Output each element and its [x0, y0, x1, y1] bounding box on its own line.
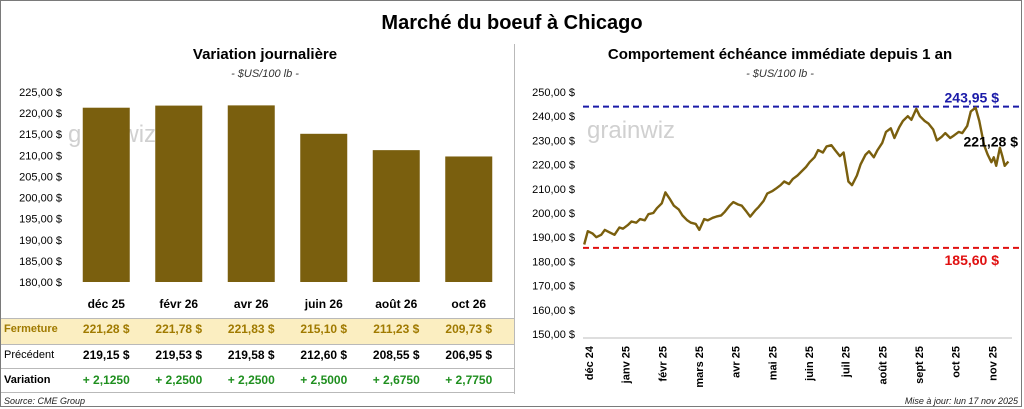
- table-divider: [1, 344, 514, 345]
- y-tick-label: 240,00 $: [532, 111, 575, 123]
- precedent-cell: 219,15 $: [82, 348, 130, 362]
- variation-cell: + 2,7750: [445, 373, 493, 387]
- fermeture-cell: 221,78 $: [155, 322, 203, 336]
- last-price-label: 221,28 $: [964, 133, 1019, 149]
- table-divider: [1, 392, 514, 393]
- fermeture-cell: 209,73 $: [445, 322, 493, 336]
- fermeture-cell: 221,28 $: [82, 322, 130, 336]
- y-tick-label: 210,00 $: [19, 150, 62, 162]
- x-tick-label: mars 25: [694, 346, 706, 388]
- y-tick-label: 180,00 $: [532, 256, 575, 268]
- panel-divider: [514, 44, 515, 394]
- x-tick-label: févr 26: [159, 297, 198, 311]
- y-tick-label: 195,00 $: [19, 214, 62, 226]
- x-tick-label: avr 26: [234, 297, 269, 311]
- bar: [445, 156, 493, 282]
- x-tick-label: oct 25: [951, 346, 963, 378]
- variation-cell: + 2,1250: [82, 373, 130, 387]
- grainwiz-watermark: grainwiz: [587, 117, 675, 144]
- precedent-cell: 212,60 $: [300, 348, 348, 362]
- y-tick-label: 210,00 $: [532, 184, 575, 196]
- y-tick-label: 200,00 $: [19, 193, 62, 205]
- variation-cell: + 2,5000: [300, 373, 348, 387]
- y-tick-label: 160,00 $: [532, 305, 575, 317]
- fermeture-cell: 211,23 $: [373, 322, 420, 336]
- y-tick-label: 220,00 $: [532, 160, 575, 172]
- left-chart-subtitle: - $US/100 lb -: [231, 68, 299, 80]
- variation-cell: + 2,2500: [227, 373, 275, 387]
- bar: [372, 150, 420, 282]
- y-tick-label: 185,00 $: [19, 256, 62, 268]
- page-title: Marché du boeuf à Chicago: [381, 12, 643, 34]
- y-tick-label: 220,00 $: [19, 108, 62, 120]
- line-annotations: 243,95 $ 185,60 $ 221,28 $: [945, 90, 1019, 268]
- line-chart: grainwiz 150,00 $ 160,00 $ 170,00 $ 180,00 …: [532, 87, 1020, 388]
- right-chart-title: Comportement échéance immédiate depuis 1…: [607, 46, 953, 63]
- table-divider: [1, 368, 514, 369]
- line-y-axis: 150,00 $ 160,00 $ 170,00 $ 180,00 $ 190,00 $…: [532, 87, 575, 341]
- y-tick-label: 215,00 $: [19, 129, 62, 141]
- x-tick-label: déc 24: [584, 345, 596, 380]
- x-tick-label: déc 25: [88, 297, 126, 311]
- y-tick-label: 180,00 $: [19, 277, 62, 289]
- y-tick-label: 225,00 $: [19, 87, 62, 99]
- high-label: 243,95 $: [945, 90, 1000, 106]
- x-tick-label: juin 26: [304, 297, 343, 311]
- y-tick-label: 190,00 $: [532, 232, 575, 244]
- right-chart-subtitle: - $US/100 lb -: [746, 68, 814, 80]
- y-tick-label: 230,00 $: [532, 135, 575, 147]
- variation-label: Variation: [4, 374, 51, 386]
- bar: [300, 133, 348, 282]
- x-tick-label: août 26: [375, 297, 417, 311]
- x-tick-label: oct 26: [451, 297, 486, 311]
- x-tick-label: juil 25: [841, 346, 853, 378]
- low-label: 185,60 $: [945, 252, 1000, 268]
- fermeture-label: Fermeture: [4, 323, 58, 335]
- y-tick-label: 190,00 $: [19, 235, 62, 247]
- bar: [227, 105, 275, 282]
- x-tick-label: avr 25: [731, 346, 743, 378]
- table-divider: [1, 318, 514, 319]
- y-tick-label: 170,00 $: [532, 281, 575, 293]
- x-tick-label: janv 25: [621, 346, 633, 384]
- y-tick-label: 150,00 $: [532, 329, 575, 341]
- variation-cell: + 2,6750: [372, 373, 420, 387]
- precedent-cell: 206,95 $: [445, 348, 493, 362]
- bar-y-axis: 180,00 $ 185,00 $ 190,00 $ 195,00 $ 200,00 $…: [19, 87, 62, 289]
- precedent-label: Précédent: [4, 349, 55, 361]
- bar-chart: grainwiz 180,00 $185,00 $190,00 $195,00 …: [19, 87, 493, 311]
- y-tick-label: 250,00 $: [532, 87, 575, 99]
- reference-lines: [583, 105, 1020, 249]
- bar-series: [82, 105, 493, 283]
- x-tick-label: sept 25: [914, 346, 926, 384]
- bar: [155, 105, 203, 283]
- x-tick-label: févr 25: [657, 346, 669, 381]
- price-line: [583, 106, 1010, 245]
- precedent-cell: 208,55 $: [372, 348, 420, 362]
- y-tick-label: 205,00 $: [19, 171, 62, 183]
- update-text: Mise à jour: lun 17 nov 2025: [904, 396, 1018, 406]
- line-series: [583, 106, 1010, 245]
- line-x-axis: déc 24 janv 25 févr 25 mars 25 avr 25 mai 25 j…: [583, 337, 1012, 388]
- y-tick-label: 200,00 $: [532, 208, 575, 220]
- source-text: Source: CME Group: [4, 396, 86, 406]
- x-tick-label: août 25: [877, 346, 889, 385]
- bar: [82, 107, 130, 282]
- x-tick-label: mai 25: [767, 346, 779, 380]
- fermeture-row: [1, 318, 514, 344]
- fermeture-cell: 221,83 $: [227, 322, 275, 336]
- variation-cell: + 2,2500: [155, 373, 203, 387]
- fermeture-cell: 215,10 $: [300, 322, 348, 336]
- x-tick-label: nov 25: [987, 346, 999, 381]
- left-chart-title: Variation journalière: [192, 46, 338, 63]
- precedent-cell: 219,53 $: [155, 348, 203, 362]
- x-tick-label: juin 25: [804, 346, 816, 382]
- bar-x-axis: déc 25 févr 26 avr 26 juin 26 août 26 oct 26: [88, 297, 487, 311]
- precedent-cell: 219,58 $: [227, 348, 275, 362]
